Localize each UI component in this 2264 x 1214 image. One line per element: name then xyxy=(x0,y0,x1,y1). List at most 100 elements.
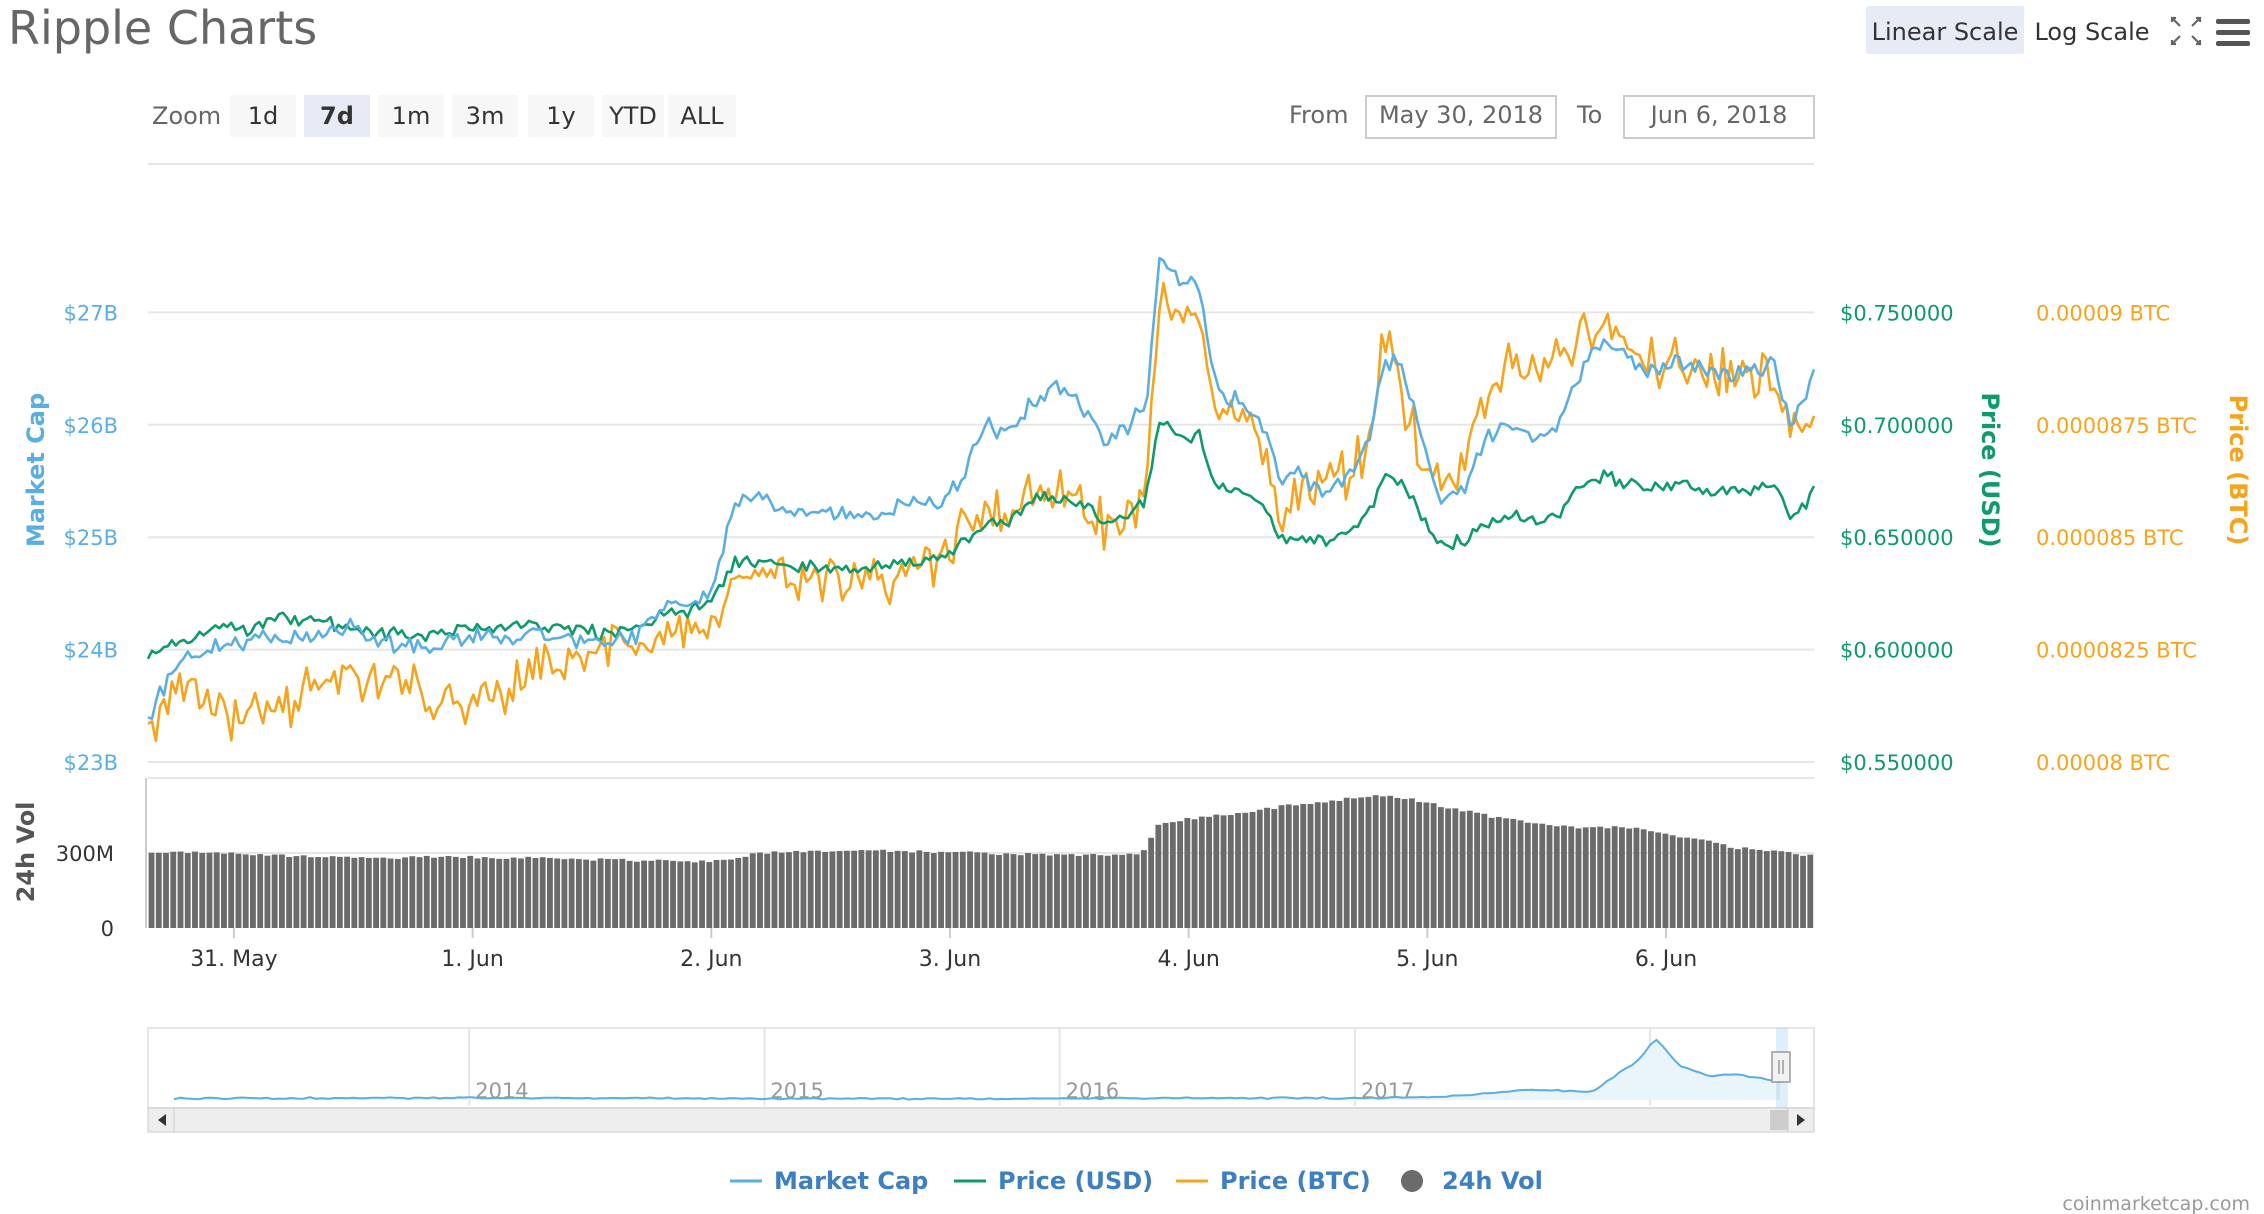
volume-bar xyxy=(735,857,742,928)
from-input-box[interactable] xyxy=(1365,95,1557,139)
volume-bar xyxy=(894,850,901,928)
volume-bar xyxy=(1575,828,1582,928)
navigator-scrollbar-thumb[interactable] xyxy=(1770,1110,1790,1130)
to-input[interactable]: Jun 6, 2018 xyxy=(1649,101,1788,129)
volume-bar xyxy=(184,853,191,928)
volume-bar xyxy=(1336,801,1343,928)
volume-bar xyxy=(1669,835,1676,928)
volume-bar xyxy=(1408,798,1415,928)
credit-text: coinmarketcap.com xyxy=(2062,1193,2250,1214)
volume-bar xyxy=(1430,803,1437,928)
series-line-market-cap[interactable] xyxy=(147,256,1816,721)
zoom-button-label[interactable]: 1y xyxy=(546,102,575,130)
volume-bar xyxy=(677,861,684,928)
zoom-button-bg[interactable] xyxy=(668,95,736,137)
scale-toggle: Linear Scale Log Scale xyxy=(1866,6,2150,54)
legend: Market Cap Price (USD) Price (BTC) 24h Vol xyxy=(730,1167,1543,1195)
volume-bar xyxy=(1010,854,1017,928)
navigator-handle[interactable] xyxy=(1771,1051,1791,1083)
volume-bar xyxy=(1561,825,1567,928)
volume-bar xyxy=(1198,816,1205,928)
volume-bar xyxy=(1264,807,1270,928)
volume-bar xyxy=(1387,795,1394,928)
to-input-box[interactable] xyxy=(1623,95,1815,139)
scroll-left-button[interactable] xyxy=(147,1107,175,1133)
legend-item-market-cap[interactable]: Market Cap xyxy=(730,1167,928,1195)
volume-bar xyxy=(749,853,756,928)
zoom-button-all[interactable]: ALL xyxy=(668,95,736,137)
volume-bar xyxy=(307,857,314,928)
volume-bar xyxy=(1778,851,1785,928)
volume-bar xyxy=(250,855,256,928)
volume-bar xyxy=(1807,854,1814,928)
log-scale-button[interactable]: Log Scale xyxy=(2034,18,2149,46)
volume-bar xyxy=(604,858,611,928)
zoom-button-bg[interactable] xyxy=(452,95,518,137)
zoom-button-bg[interactable] xyxy=(304,95,370,137)
volume-bar xyxy=(467,855,474,928)
series-line-price-usd[interactable] xyxy=(146,420,1816,660)
volume-bar xyxy=(713,860,720,928)
zoom-button-1d[interactable]: 1d xyxy=(230,95,296,137)
volume-bar xyxy=(206,852,213,928)
volume-bar xyxy=(170,851,177,928)
legend-item-price-btc[interactable]: Price (BTC) xyxy=(1176,1167,1371,1195)
from-input[interactable]: May 30, 2018 xyxy=(1379,101,1543,129)
volume-bar xyxy=(1177,821,1184,928)
y-tick-price-btc: 0.0000825 BTC xyxy=(2036,639,2197,663)
zoom-button-bg[interactable] xyxy=(230,95,296,137)
zoom-button-1m[interactable]: 1m xyxy=(378,95,444,137)
zoom-button-1y[interactable]: 1y xyxy=(528,95,594,137)
zoom-button-label[interactable]: 1m xyxy=(392,102,431,130)
fullscreen-icon[interactable] xyxy=(2170,16,2202,46)
navigator[interactable]: 20142015201620172018 xyxy=(147,1027,1815,1133)
zoom-button-bg[interactable] xyxy=(378,95,444,137)
volume-bar xyxy=(402,857,408,928)
volume-bar xyxy=(1017,855,1024,928)
volume-bar xyxy=(293,856,300,928)
volume-bar xyxy=(1452,808,1459,928)
menu-icon[interactable] xyxy=(2216,19,2250,46)
zoom-button-label[interactable]: YTD xyxy=(608,102,657,130)
legend-label: 24h Vol xyxy=(1442,1167,1543,1195)
legend-item-price-usd[interactable]: Price (USD) xyxy=(954,1167,1153,1195)
volume-bar xyxy=(901,851,908,928)
volume-bar xyxy=(322,857,329,928)
zoom-button-bg[interactable] xyxy=(602,95,664,137)
volume-bar xyxy=(930,853,937,928)
volume-bar xyxy=(163,852,169,928)
zoom-button-label[interactable]: 7d xyxy=(320,102,354,130)
date-range: From May 30, 2018 To Jun 6, 2018 xyxy=(1289,95,1815,139)
series-line-price-btc[interactable] xyxy=(147,281,1816,743)
volume-bar xyxy=(1075,855,1082,928)
volume-bar xyxy=(416,857,423,928)
zoom-button-label[interactable]: 3m xyxy=(466,102,505,130)
volume-bar xyxy=(1539,823,1546,928)
zoom-button-label[interactable]: ALL xyxy=(680,102,724,130)
volume-bar xyxy=(1619,827,1625,928)
volume-bar xyxy=(1459,811,1466,928)
legend-item-24h-vol[interactable]: 24h Vol xyxy=(1401,1167,1543,1195)
volume-bar xyxy=(1169,822,1176,928)
volume-bar xyxy=(1372,795,1379,928)
grid-lines xyxy=(145,163,1814,928)
volume-bar xyxy=(1648,831,1654,928)
linear-scale-button[interactable]: Linear Scale xyxy=(1872,18,2019,46)
zoom-button-3m[interactable]: 3m xyxy=(452,95,518,137)
legend-label: Market Cap xyxy=(774,1167,928,1195)
linear-scale-button-bg[interactable] xyxy=(1866,6,2024,54)
volume-bar xyxy=(510,857,517,928)
zoom-button-bg[interactable] xyxy=(528,95,594,137)
volume-bar xyxy=(1763,851,1770,928)
navigator-scrollbar-track[interactable] xyxy=(147,1107,1815,1133)
volume-bar xyxy=(192,851,198,928)
zoom-button-ytd[interactable]: YTD xyxy=(602,95,664,137)
volume-bar xyxy=(1155,824,1162,928)
volume-bar xyxy=(474,858,481,928)
zoom-button-label[interactable]: 1d xyxy=(248,102,279,130)
volume-bar xyxy=(815,850,821,928)
volume-bar xyxy=(1097,855,1104,928)
zoom-button-7d[interactable]: 7d xyxy=(304,95,370,137)
scroll-right-button[interactable] xyxy=(1787,1107,1815,1133)
